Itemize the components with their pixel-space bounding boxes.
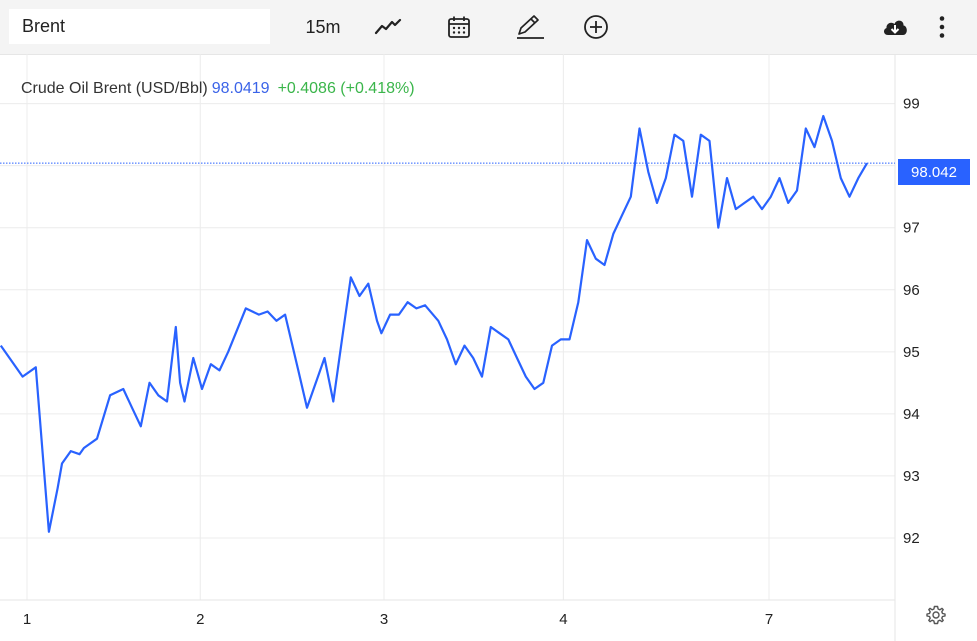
y-tick-label: 97 [903, 220, 920, 237]
legend-last-value: 98.0419 [211, 80, 270, 97]
price-chart[interactable]: 92 93 94 95 96 97 99 1 2 3 4 7 [0, 54, 977, 641]
y-tick-label: 94 [903, 406, 920, 423]
x-tick-label: 4 [559, 611, 567, 628]
y-tick-label: 93 [903, 468, 920, 485]
x-tick-label: 2 [196, 611, 204, 628]
more-vertical-icon[interactable] [930, 0, 954, 54]
calendar-icon[interactable] [444, 0, 474, 54]
last-price-tag: 98.042 [898, 159, 970, 185]
y-tick-label: 96 [903, 282, 920, 299]
y-tick-label: 95 [903, 344, 920, 361]
gear-icon[interactable] [924, 603, 948, 627]
symbol-search-input[interactable] [9, 9, 270, 44]
x-tick-label: 1 [23, 611, 31, 628]
legend-symbol-name: Crude Oil Brent (USD/Bbl) [21, 80, 208, 97]
y-tick-label: 92 [903, 530, 920, 547]
pencil-icon[interactable] [513, 0, 547, 54]
chart-legend: Crude Oil Brent (USD/Bbl) 98.0419 +0.4086 … [21, 80, 415, 98]
x-tick-label: 3 [380, 611, 388, 628]
plus-circle-icon[interactable] [582, 0, 610, 54]
line-chart-icon[interactable] [372, 0, 404, 54]
price-axis: 92 93 94 95 96 97 99 [903, 96, 920, 547]
vertical-grid [26, 54, 770, 600]
legend-change: +0.4086 (+0.418%) [277, 80, 415, 97]
interval-button[interactable]: 15m [305, 16, 341, 37]
series-line [0, 114, 868, 533]
x-tick-label: 7 [765, 611, 773, 628]
horizontal-grid [0, 103, 895, 539]
toolbar: 15m [0, 0, 977, 55]
cloud-download-icon[interactable] [879, 0, 911, 54]
time-axis: 1 2 3 4 7 [23, 611, 773, 628]
y-tick-label: 99 [903, 96, 920, 113]
